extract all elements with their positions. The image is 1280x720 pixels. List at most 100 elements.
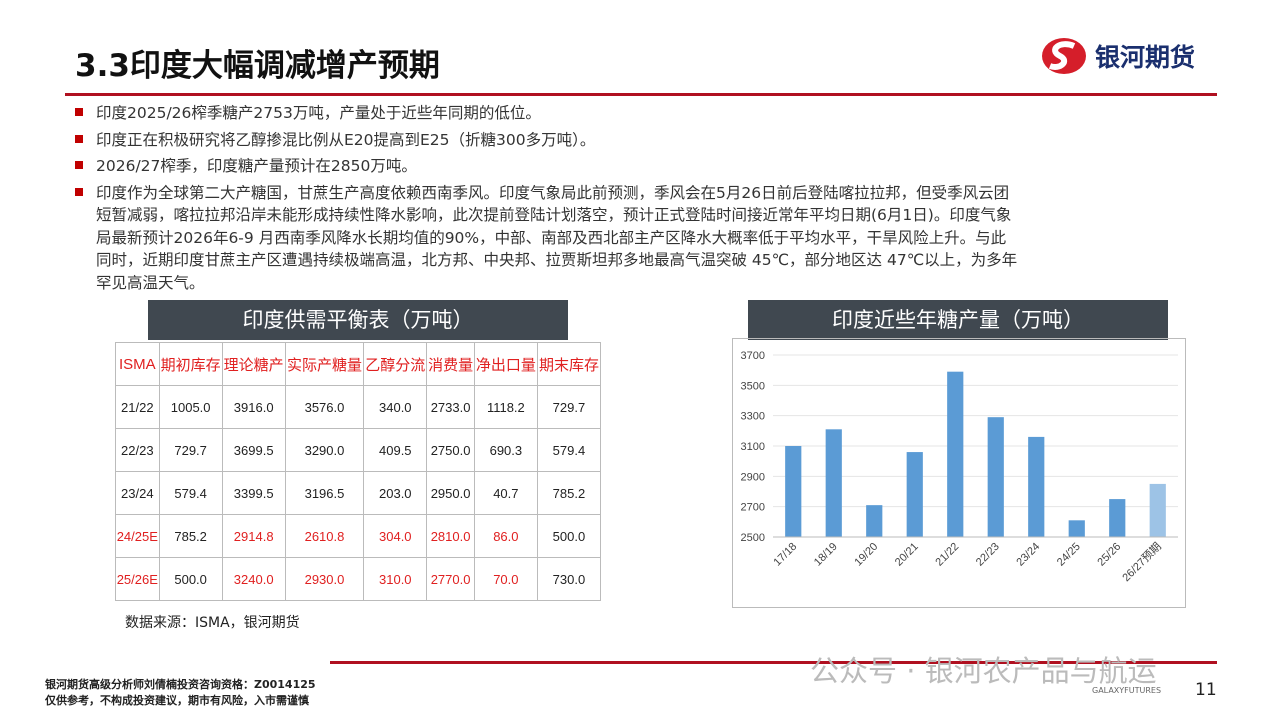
table-cell: 3240.0 [221,557,286,601]
x-tick-label: 22/23 [974,541,1002,569]
chart-title: 印度近些年糖产量（万吨） [748,300,1168,340]
logo-icon [1042,38,1086,74]
x-tick-label: 23/24 [1014,541,1042,569]
table-cell: 579.4 [158,471,223,515]
bar-chart: 2500 2700 2900 3100 3300 3500 3700 17/18 18/19 19… [732,338,1186,608]
page-number: 11 [1195,680,1217,700]
table-cell: 23/24 [115,471,160,515]
y-tick-label: 3100 [741,441,765,453]
bar [1109,499,1126,537]
bar [906,452,923,537]
header-cell: 消费量 [426,342,475,386]
table-cell: 2914.8 [221,514,286,558]
table-cell: 579.4 [536,428,602,472]
table-cell: 690.3 [473,428,538,472]
table-row: 25/26E 500.0 3240.0 2930.0 310.0 2770.0 70.0 73… [115,557,602,601]
brand: GALAXYFUTURES [1092,686,1162,695]
table-cell: 24/25E [115,514,160,558]
footer-line: 仅供参考，不构成投资建议，期市有风险，入市需谨慎 [45,694,309,707]
table-cell: 25/26E [115,557,160,601]
table-cell: 1118.2 [473,385,538,429]
table-cell: 22/23 [115,428,160,472]
table-cell: 729.7 [158,428,223,472]
y-tick-label: 3700 [741,350,765,362]
x-tick-label: 17/18 [771,541,799,569]
bullet-text: 印度作为全球第二大产糖国，甘蔗生产高度依赖西南季风。印度气象局此前预测，季风会在… [96,183,1010,202]
table-cell: 500.0 [158,557,223,601]
table-cell: 2950.0 [426,471,475,515]
footer-notes: 银河期货高级分析师刘倩楠投资咨询资格：Z0014125 仅供参考，不构成投资建议… [45,677,316,709]
header-cell: ISMA [115,342,160,386]
table-cell: 2750.0 [426,428,475,472]
header-cell: 理论糖产 [221,342,286,386]
bar [1068,520,1085,537]
bullet-text: 2026/27榨季，印度糖产量预计在2850万吨。 [96,157,417,175]
y-tick-label: 2900 [741,471,765,483]
table-cell: 3290.0 [284,428,365,472]
table-cell: 86.0 [473,514,538,558]
bullet-marker [75,108,83,116]
table-cell: 40.7 [473,471,538,515]
table-cell: 3399.5 [221,471,286,515]
table-cell: 2610.8 [284,514,365,558]
bullet-text: 短暂减弱，喀拉拉邦沿岸未能形成持续性降水影响，此次提前登陆计划落空，预计正式登陆… [96,206,1012,224]
table-cell: 21/22 [115,385,160,429]
bar [825,429,842,537]
table-cell: 500.0 [536,514,602,558]
table-cell: 3576.0 [284,385,365,429]
table-cell: 3916.0 [221,385,286,429]
footer-rule [330,661,1217,664]
bullet-text: 罕见高温天气。 [96,273,205,292]
watermark: 公众号 · 银河农产品与航运 [810,654,1157,688]
bullet-marker [75,134,83,143]
bullet-text: 印度正在积极研究将乙醇掺混比例从E20提高到E25（折糖300多万吨）。 [96,130,596,149]
table-title: 印度供需平衡表（万吨） [148,300,568,340]
bar [866,505,883,537]
x-tick-label: 20/21 [893,541,921,569]
table-row: 23/24 579.4 3399.5 3196.5 203.0 2950.0 40.7 785… [115,471,602,515]
bullet-text: 局最新预计2026年6-9 月西南季风降水长期均值的90%，中部、南部及西北部主… [96,228,1007,247]
x-tick-label: 21/22 [933,541,961,569]
table-cell: 310.0 [363,557,428,601]
table-row: 21/22 1005.0 3916.0 3576.0 340.0 2733.0 1118.2… [115,385,602,429]
y-tick-label: 3500 [741,380,765,392]
bar [1149,483,1166,537]
table-cell: 409.5 [363,428,428,472]
x-tick-label: 26/27预期 [1120,540,1164,584]
bar [785,446,802,537]
table-cell: 2930.0 [284,557,365,601]
bullet-text: 印度2025/26榨季糖产2753万吨，产量处于近些年同期的低位。 [96,104,541,122]
bar [987,417,1004,537]
table-cell: 304.0 [363,514,428,558]
table-cell: 785.2 [536,471,602,515]
x-tick-label: 24/25 [1055,541,1083,569]
header-cell: 净出口量 [473,342,538,386]
slide-title: 3.3印度大幅调减增产预期 [75,48,440,84]
table-cell: 730.0 [536,557,602,601]
header-cell: 期初库存 [158,342,223,386]
x-tick-label: 19/20 [852,541,880,569]
bar [1028,436,1045,537]
table-cell: 70.0 [473,557,538,601]
bullet-marker [75,161,83,169]
header-rule [65,93,1217,96]
table-cell: 340.0 [363,385,428,429]
logo-text: 银河期货 [1095,43,1196,72]
balance-table: ISMA 期初库存 理论糖产 实际产糖量 乙醇分流 消费量 净出口量 期末库存 21/22 100… [115,342,602,601]
x-tick-label: 18/19 [812,541,840,569]
x-tick-label: 25/26 [1095,541,1123,569]
source-note: 数据来源：ISMA，银河期货 [125,615,300,631]
table-cell: 1005.0 [158,385,223,429]
table-cell: 2770.0 [426,557,475,601]
footer-line: 银河期货高级分析师刘倩楠投资咨询资格：Z0014125 [45,678,316,691]
table-row: 24/25E 785.2 2914.8 2610.8 304.0 2810.0 86.0 50… [115,514,602,558]
bullet-marker [75,187,83,196]
table-cell: 785.2 [158,514,223,558]
y-tick-label: 3300 [741,411,765,423]
table-cell: 3196.5 [284,471,365,515]
bar [947,371,964,537]
y-tick-label: 2700 [741,502,765,514]
bullet-text: 同时，近期印度甘蔗主产区遭遇持续极端高温，北方邦、中央邦、拉贾斯坦邦多地最高气温… [96,251,1018,269]
y-tick-label: 2500 [741,532,765,544]
